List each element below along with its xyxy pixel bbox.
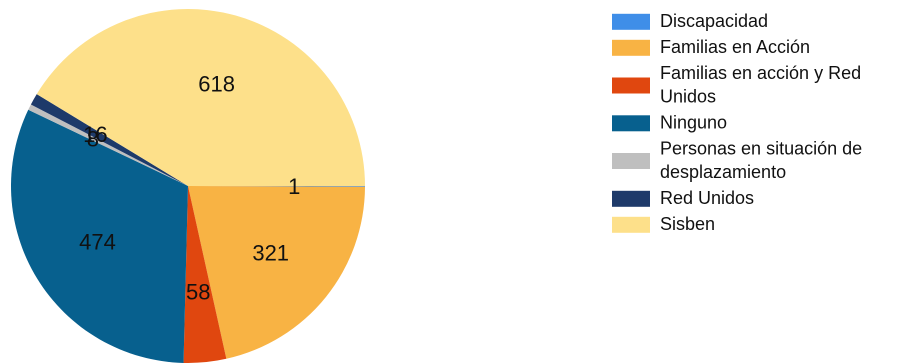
legend-item: Red Unidos xyxy=(612,188,754,208)
legend-label: Red Unidos xyxy=(660,188,754,208)
legend-swatch xyxy=(612,39,650,56)
slice-value-label: 618 xyxy=(198,72,235,97)
legend-label: desplazamiento xyxy=(660,162,786,182)
slice-value-label: 16 xyxy=(83,122,107,147)
slice-value-label: 8 xyxy=(87,127,99,152)
pie-labels: 1 321 58 474 816 618 xyxy=(79,72,300,305)
legend-label: Familias en acción y Red xyxy=(660,63,861,83)
legend-swatch xyxy=(612,13,650,30)
legend-swatch xyxy=(612,190,650,207)
slice-value-label: 1 xyxy=(288,174,300,199)
legend: Discapacidad Familias en Acción Familias e… xyxy=(612,11,862,234)
pie-slice-sisben xyxy=(36,8,365,187)
legend-label: Personas en situación de xyxy=(660,139,862,159)
legend-label: Familias en Acción xyxy=(660,37,810,57)
slice-value-label: 474 xyxy=(79,230,116,255)
legend-swatch xyxy=(612,77,650,94)
legend-label: Ninguno xyxy=(660,113,727,133)
legend-label: Sisben xyxy=(660,214,715,234)
legend-item: Familias en acción y Red Unidos xyxy=(612,63,861,107)
legend-swatch xyxy=(612,115,650,132)
legend-swatch xyxy=(612,216,650,233)
pie-slice-personas-en-situaci-n-de-desplazamiento xyxy=(28,104,188,186)
pie-slices xyxy=(11,8,366,363)
pie-slice-familias-en-acci-n xyxy=(188,186,365,359)
pie-slice-familias-en-acci-n-y-red-unidos xyxy=(183,186,227,363)
legend-item: Sisben xyxy=(612,214,715,234)
pie-slice-red-unidos xyxy=(30,94,189,186)
legend-label: Discapacidad xyxy=(660,11,768,31)
slice-value-label: 321 xyxy=(252,241,289,266)
pie-slice-ninguno xyxy=(11,109,188,363)
pie-slice-discapacidad xyxy=(188,186,366,187)
legend-swatch xyxy=(612,153,650,169)
slice-value-label: 58 xyxy=(186,280,210,305)
legend-label: Unidos xyxy=(660,87,716,107)
legend-item: Discapacidad xyxy=(612,11,768,31)
legend-item: Personas en situación de desplazamiento xyxy=(612,139,862,182)
legend-item: Ninguno xyxy=(612,113,727,133)
legend-item: Familias en Acción xyxy=(612,37,810,57)
